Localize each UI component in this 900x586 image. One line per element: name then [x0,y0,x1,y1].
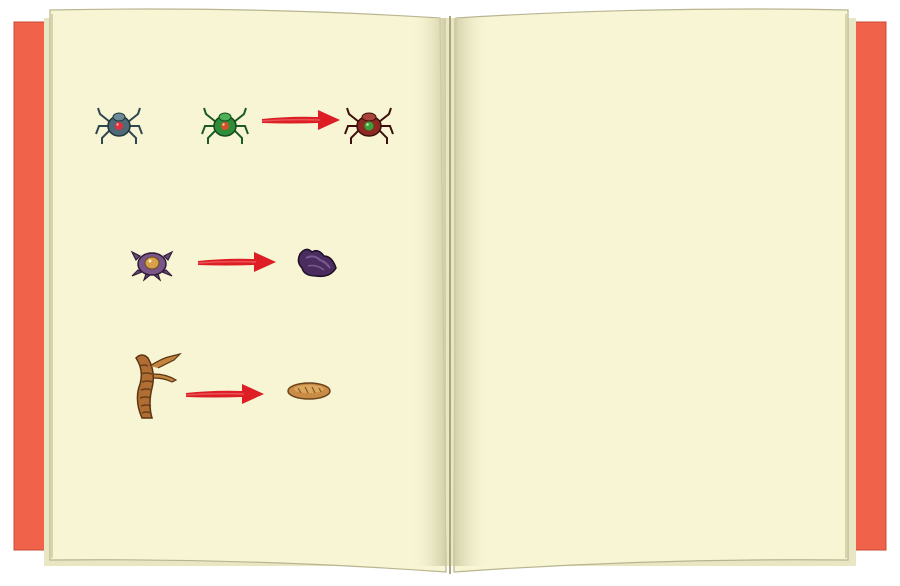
green-spider-icon [201,104,249,144]
blue-spider-icon [95,104,143,144]
purple-crab-icon [130,246,174,282]
red-spider-icon [344,104,394,144]
left-page [49,8,447,573]
right-page [453,8,849,573]
left-gutter-shade [410,18,446,566]
brown-worm-icon [128,350,184,422]
red-arrow-icon [260,106,342,134]
red-arrow-icon [184,380,266,408]
bread-loaf-icon [286,380,332,402]
red-arrow-icon [196,248,278,276]
purple-shell-icon [296,246,338,280]
right-gutter-shade [454,18,490,566]
